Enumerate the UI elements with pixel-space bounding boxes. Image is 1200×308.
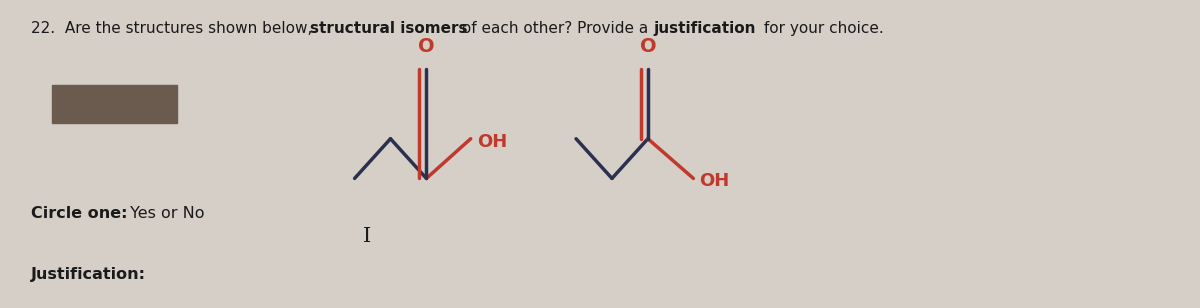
Text: for your choice.: for your choice. [760, 21, 883, 36]
Text: OH: OH [476, 133, 506, 151]
Text: I: I [362, 227, 371, 246]
Text: O: O [640, 37, 656, 56]
Text: Circle one:: Circle one: [31, 206, 128, 221]
Text: OH: OH [700, 172, 730, 190]
Text: Yes or No: Yes or No [125, 206, 204, 221]
FancyBboxPatch shape [52, 85, 178, 124]
Text: justification: justification [653, 21, 756, 36]
Text: O: O [418, 37, 434, 56]
Text: structural isomers: structural isomers [311, 21, 468, 36]
Text: of each other? Provide a: of each other? Provide a [457, 21, 653, 36]
Text: Justification:: Justification: [31, 267, 146, 282]
Text: 22.  Are the structures shown below,: 22. Are the structures shown below, [31, 21, 318, 36]
